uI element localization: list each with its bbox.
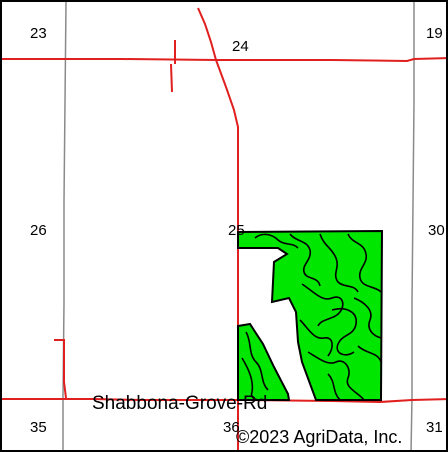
road-southwest-jog: [54, 339, 67, 399]
section-label-24: 24: [232, 38, 249, 55]
section-label-26: 26: [30, 222, 47, 239]
soil-lines: [241, 233, 382, 401]
section-label-25: 25: [228, 222, 245, 239]
road-short-vertical-2: [170, 63, 173, 93]
road-north: [2, 57, 446, 63]
section-label-35: 35: [30, 419, 47, 436]
copyright-text: ©2023 AgriData, Inc.: [236, 427, 403, 447]
field-boundary: [237, 229, 384, 401]
section-label-23: 23: [30, 25, 47, 42]
field-boundary-southwest: [237, 322, 291, 401]
section-label-19: 19: [426, 25, 443, 42]
road-label-shabbona-grove: Shabbona-Grove-Rd: [92, 393, 268, 414]
field[interactable]: [237, 229, 384, 401]
section-label-36: 36: [223, 419, 240, 436]
section-line-east: [410, 2, 415, 450]
road-diagonal-north: [197, 7, 239, 402]
section-label-30: 30: [428, 222, 445, 239]
section-lines: [62, 2, 415, 450]
section-label-31: 31: [426, 419, 443, 436]
section-line-west: [62, 2, 67, 450]
